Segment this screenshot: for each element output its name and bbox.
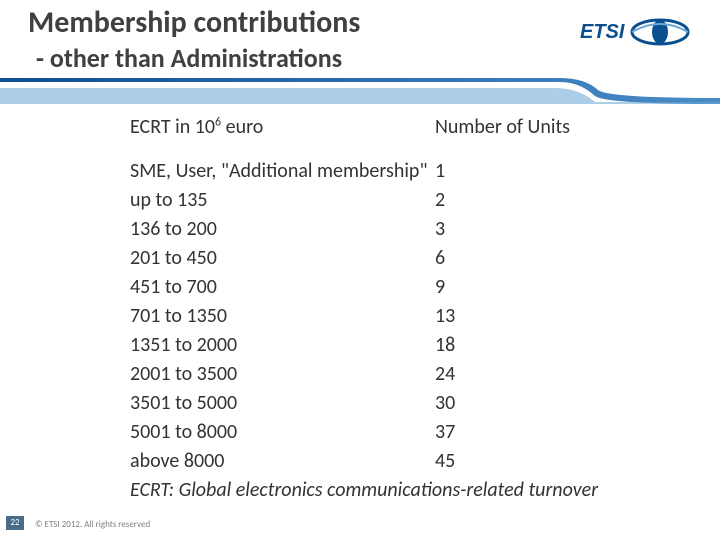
table-row: above 800045 <box>130 447 650 476</box>
row-units: 1 <box>435 157 445 186</box>
row-label: 2001 to 3500 <box>130 360 435 389</box>
row-label: 451 to 700 <box>130 273 435 302</box>
table-row: 451 to 7009 <box>130 273 650 302</box>
row-label: above 8000 <box>130 447 435 476</box>
row-label: 1351 to 2000 <box>130 331 435 360</box>
row-units: 13 <box>435 302 455 331</box>
table-row: 136 to 2003 <box>130 215 650 244</box>
table-header-row: ECRT in 106 euro Number of Units <box>130 115 650 139</box>
row-label: 136 to 200 <box>130 215 435 244</box>
row-label: 201 to 450 <box>130 244 435 273</box>
row-label: 701 to 1350 <box>130 302 435 331</box>
table-row: 3501 to 500030 <box>130 389 650 418</box>
row-units: 45 <box>435 447 455 476</box>
table-row: 2001 to 350024 <box>130 360 650 389</box>
footnote-ecrt: ECRT: Global electronics communications-… <box>130 476 650 505</box>
table-row: 5001 to 800037 <box>130 418 650 447</box>
header-ecrt: ECRT in 106 euro <box>130 115 435 139</box>
row-units: 9 <box>435 273 445 302</box>
logo-text: ETSI <box>580 21 625 43</box>
slide: Membership contributions - other than Ad… <box>0 0 720 540</box>
table-row: SME, User, "Additional membership"1 <box>130 157 650 186</box>
page-subtitle: - other than Administrations <box>36 42 342 74</box>
row-units: 37 <box>435 418 455 447</box>
table-body: SME, User, "Additional membership"1up to… <box>130 157 650 476</box>
page-title: Membership contributions <box>28 4 360 41</box>
row-label: SME, User, "Additional membership" <box>130 157 435 186</box>
row-label: 3501 to 5000 <box>130 389 435 418</box>
table-row: 1351 to 200018 <box>130 331 650 360</box>
copyright-footer: © ETSI 2012. All rights reserved <box>35 519 150 530</box>
row-label: 5001 to 8000 <box>130 418 435 447</box>
row-units: 24 <box>435 360 455 389</box>
row-units: 30 <box>435 389 455 418</box>
etsi-logo: ETSI <box>580 14 700 61</box>
row-units: 6 <box>435 244 445 273</box>
row-label: up to 135 <box>130 186 435 215</box>
table-row: 201 to 4506 <box>130 244 650 273</box>
row-units: 18 <box>435 331 455 360</box>
row-units: 3 <box>435 215 445 244</box>
content-area: ECRT in 106 euro Number of Units SME, Us… <box>130 115 650 505</box>
banner-stripe <box>0 78 720 100</box>
page-number: 22 <box>6 516 24 530</box>
header-units: Number of Units <box>435 115 570 139</box>
row-units: 2 <box>435 186 445 215</box>
table-row: up to 1352 <box>130 186 650 215</box>
table-row: 701 to 135013 <box>130 302 650 331</box>
